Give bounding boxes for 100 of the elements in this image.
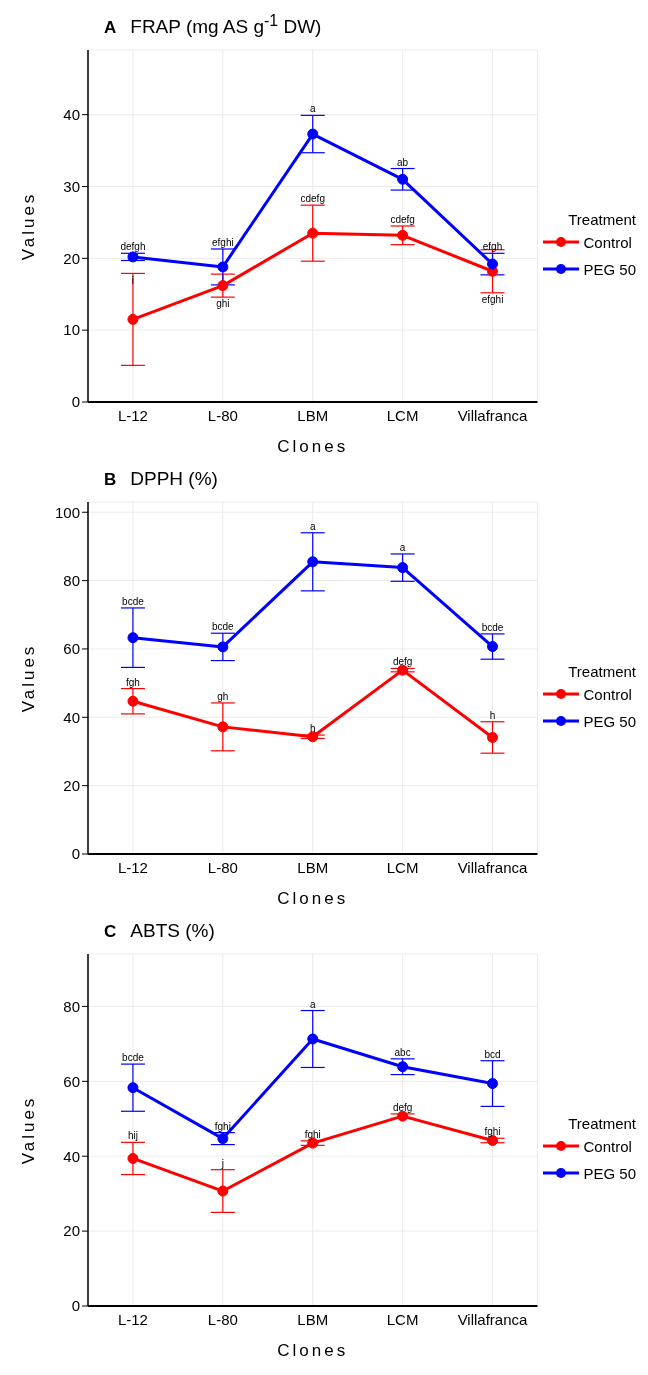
point [487,641,499,653]
point [217,261,229,273]
y-tick-label: 60 [63,640,80,658]
y-tick-label: 100 [54,503,80,521]
y-tick-label: 60 [63,1072,80,1090]
y-axis-title: Values [19,191,39,261]
annotation: a [399,541,406,553]
point [397,229,409,241]
legend-title: Treatment [567,662,636,680]
x-tick-label: Villafranca [457,858,529,876]
point [397,562,409,574]
y-tick-label: 80 [63,571,80,589]
point [217,1185,229,1197]
point [217,280,229,292]
annotation: bcd [484,1048,501,1060]
x-tick-label: LCM [386,406,419,424]
x-tick-label: LCM [386,858,419,876]
annotation: a [309,998,316,1010]
y-tick-label: 80 [63,997,80,1015]
x-tick-label: L-80 [207,1310,238,1328]
y-tick-label: 0 [71,1297,80,1315]
legend-label: Control [583,1137,632,1155]
point [307,556,319,568]
annotation: a [309,103,316,115]
annotation: bcde [122,595,145,607]
annotation: a [309,520,316,532]
text: C [104,922,117,942]
point [307,731,319,743]
annotation: fghi [484,1126,501,1138]
point [217,641,229,653]
x-tick-label: L-12 [117,406,148,424]
legend-label: Control [583,685,632,703]
annotation: defgh [120,241,146,253]
point [127,1152,139,1164]
x-tick-label: L-12 [117,858,148,876]
y-tick-label: 40 [63,708,80,726]
annotation: cdefg [300,193,325,205]
point [487,731,499,743]
x-tick-label: L-12 [117,1310,148,1328]
annotation: h [309,723,316,735]
annotation: fgh [125,676,140,688]
chart-title: DPPH (%) [130,468,218,490]
point [127,313,139,325]
point [127,1082,139,1094]
annotation: bcde [481,621,504,633]
point [397,1061,409,1073]
text: A [104,18,117,38]
point [307,128,319,140]
x-tick-label: Villafranca [457,1310,529,1328]
annotation: ghi [216,298,230,310]
annotation: efghi [212,236,234,248]
point [127,251,139,263]
x-tick-label: LCM [386,1310,419,1328]
x-tick-label: Villafranca [457,406,529,424]
chart-title: ABTS (%) [130,920,215,942]
annotation: fghi [304,1128,321,1140]
point [307,1033,319,1045]
y-tick-label: 0 [71,845,80,863]
point [217,1133,229,1145]
annotation: abc [394,1046,411,1058]
chart-title: FRAP (mg AS g$^{-1}$ DW) [130,11,322,38]
y-tick-label: 20 [63,1222,80,1240]
x-axis-title: Clones [277,437,349,456]
annotation: cdefg [390,214,415,225]
y-tick-label: 20 [63,776,80,794]
annotation: defg [392,1101,413,1113]
y-axis-title: Values [19,643,39,713]
legend-label: PEG 50 [583,1164,636,1182]
point [307,227,319,239]
point [487,1078,499,1090]
x-tick-label: L-80 [207,406,238,424]
x-tick-label: LBM [297,1310,329,1328]
annotation: ab [397,156,409,168]
y-tick-label: 10 [63,321,80,339]
annotation: j [220,1157,224,1169]
point [397,173,409,185]
annotation: i [131,274,135,286]
annotation: h [489,709,496,721]
y-tick-label: 40 [63,105,80,123]
x-tick-label: LBM [297,406,329,424]
point [217,721,229,733]
annotation: hij [127,1130,138,1142]
y-tick-label: 30 [63,177,80,195]
point [487,258,499,270]
x-axis-title: Clones [277,889,349,908]
annotation: gh [217,690,229,702]
y-tick-label: 20 [63,249,80,267]
point [127,632,139,644]
annotation: fghi [214,1120,231,1132]
x-tick-label: LBM [297,858,329,876]
annotation: bcde [212,621,235,633]
legend-label: PEG 50 [583,712,636,730]
y-tick-label: 40 [63,1147,80,1165]
x-axis-title: Clones [277,1341,349,1360]
x-tick-label: L-80 [207,858,238,876]
point [127,695,139,707]
text: B [104,470,117,490]
y-tick-label: 0 [71,393,80,411]
y-axis-title: Values [19,1095,39,1165]
legend-label: PEG 50 [583,260,636,278]
